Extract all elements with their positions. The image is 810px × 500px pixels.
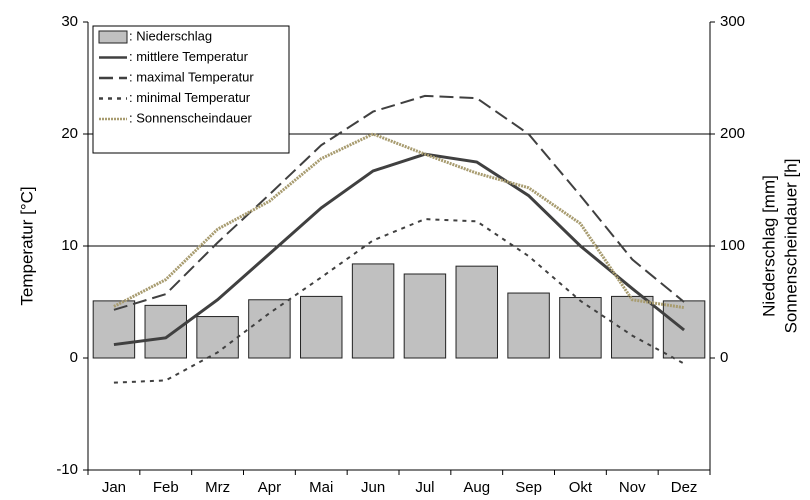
y-tick-label: -10: [56, 461, 78, 478]
bar: [300, 295, 343, 359]
x-tick-label: Okt: [569, 479, 593, 496]
y2-tick-label: 0: [720, 349, 728, 366]
y-tick-label: 0: [70, 349, 78, 366]
bar: [611, 295, 654, 359]
x-tick-label: Jun: [361, 479, 385, 496]
x-tick-label: Jul: [415, 479, 434, 496]
bar: [351, 263, 395, 359]
legend-label: : Niederschlag: [129, 28, 212, 43]
bar: [248, 299, 291, 359]
x-tick-label: Aug: [463, 479, 490, 496]
line: [113, 218, 685, 384]
bar: [403, 273, 447, 359]
bar: [507, 292, 550, 359]
bar: [455, 265, 498, 359]
y2-tick-label: 300: [720, 13, 745, 30]
line: [113, 152, 686, 347]
x-tick-label: Mai: [309, 479, 333, 496]
x-tick-label: Sep: [515, 479, 542, 496]
bar: [92, 300, 136, 359]
legend-label: : mittlere Temperatur: [129, 49, 249, 64]
bar: [144, 304, 187, 359]
legend-box: [92, 25, 290, 154]
y2-tick-label: 200: [720, 125, 745, 142]
legend-label: : minimal Temperatur: [129, 90, 251, 105]
x-tick-label: Jan: [102, 479, 126, 496]
x-tick-label: Dez: [671, 479, 698, 496]
y-axis-label: Temperatur [°C]: [17, 186, 36, 305]
line: [113, 132, 685, 310]
legend-label: : Sonnenscheindauer: [129, 110, 253, 125]
y-tick-label: 10: [61, 237, 78, 254]
x-tick-label: Apr: [258, 479, 281, 496]
y-tick-label: 30: [61, 13, 78, 30]
bar: [559, 297, 602, 359]
y2-axis-label: Sonnenscheindauer [h]: [781, 159, 800, 334]
legend-swatch: [98, 30, 128, 44]
x-tick-label: Feb: [153, 479, 179, 496]
y2-axis-label: Niederschlag [mm]: [759, 175, 778, 317]
y2-tick-label: 100: [720, 237, 745, 254]
x-tick-label: Mrz: [205, 479, 230, 496]
legend-label: : maximal Temperatur: [129, 69, 254, 84]
y-tick-label: 20: [61, 125, 78, 142]
x-tick-label: Nov: [619, 479, 646, 496]
